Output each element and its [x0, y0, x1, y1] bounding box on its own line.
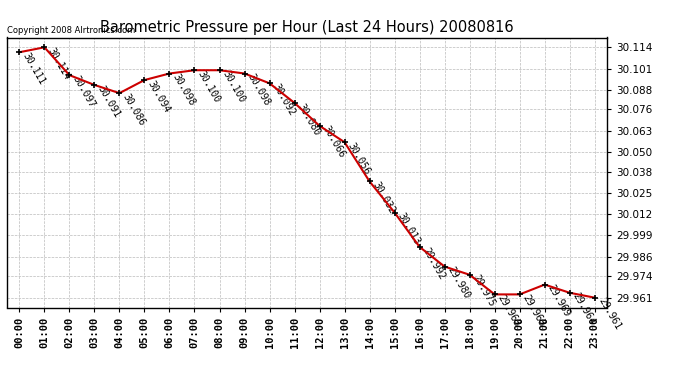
Text: 29.975: 29.975 — [471, 273, 497, 309]
Text: 30.091: 30.091 — [96, 84, 122, 119]
Text: 30.066: 30.066 — [321, 124, 347, 160]
Text: 29.963: 29.963 — [521, 293, 547, 328]
Text: 30.080: 30.080 — [296, 102, 322, 137]
Text: 30.032: 30.032 — [371, 180, 397, 216]
Text: 29.969: 29.969 — [546, 283, 572, 319]
Text: 30.086: 30.086 — [121, 92, 147, 127]
Text: 30.097: 30.097 — [71, 74, 97, 109]
Text: 30.114: 30.114 — [46, 46, 72, 81]
Text: 30.092: 30.092 — [271, 82, 297, 117]
Text: 30.094: 30.094 — [146, 79, 172, 114]
Text: Copyright 2008 Alrtronics.com: Copyright 2008 Alrtronics.com — [7, 26, 135, 35]
Text: 30.098: 30.098 — [171, 72, 197, 108]
Text: 29.992: 29.992 — [421, 246, 447, 281]
Text: 30.100: 30.100 — [196, 69, 222, 104]
Text: 29.961: 29.961 — [596, 296, 622, 332]
Text: 29.963: 29.963 — [496, 293, 522, 328]
Text: 30.100: 30.100 — [221, 69, 247, 104]
Text: 30.056: 30.056 — [346, 141, 372, 176]
Title: Barometric Pressure per Hour (Last 24 Hours) 20080816: Barometric Pressure per Hour (Last 24 Ho… — [100, 20, 514, 35]
Text: 29.980: 29.980 — [446, 265, 472, 301]
Text: 30.098: 30.098 — [246, 72, 272, 108]
Text: 30.111: 30.111 — [21, 51, 47, 86]
Text: 30.013: 30.013 — [396, 211, 422, 247]
Text: 29.964: 29.964 — [571, 291, 598, 327]
